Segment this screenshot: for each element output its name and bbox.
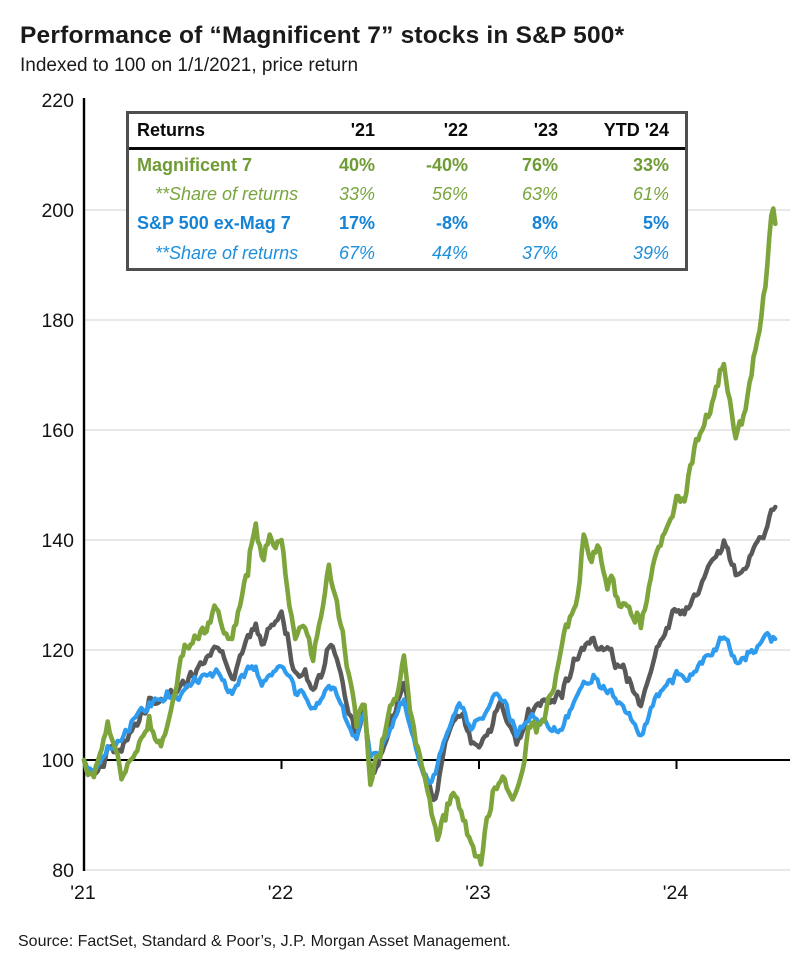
y-tick-label: 200 xyxy=(41,200,74,222)
row-label: Magnificent 7 xyxy=(137,154,253,175)
row-label: **Share of returns xyxy=(155,242,299,263)
x-tick-label: '23 xyxy=(465,882,490,904)
table-header-ytd24: YTD '24 xyxy=(574,114,685,151)
table-cell: 40% xyxy=(338,154,375,175)
table-row-magnificent-7: Magnificent 7 40% -40% 76% 33% xyxy=(129,149,685,180)
x-tick-label: '22 xyxy=(268,882,293,904)
table-cell: 5% xyxy=(642,213,669,234)
table-cell: 63% xyxy=(521,184,558,205)
table-cell: 67% xyxy=(338,242,375,263)
y-tick-label: 180 xyxy=(41,310,74,332)
table-cell: 39% xyxy=(632,242,669,263)
chart-title: Performance of “Magnificent 7” stocks in… xyxy=(20,22,625,49)
y-tick-label: 100 xyxy=(41,750,74,772)
returns-table: Returns '21 '22 '23 YTD '24 Magnificent … xyxy=(126,111,688,271)
table-cell: -40% xyxy=(425,154,468,175)
y-tick-label: 220 xyxy=(41,90,74,112)
y-tick-label: 160 xyxy=(41,420,74,442)
y-tick-label: 80 xyxy=(52,860,74,882)
row-label: S&P 500 ex-Mag 7 xyxy=(137,213,291,234)
table-cell: 33% xyxy=(338,184,375,205)
x-tick-label: '21 xyxy=(70,882,95,904)
row-label: **Share of returns xyxy=(155,184,299,205)
table-cell: -8% xyxy=(435,213,468,234)
table-row-mag7-share-of-returns: **Share of returns 33% 56% 63% 61% xyxy=(129,180,685,209)
y-tick-label: 120 xyxy=(41,640,74,662)
table-cell: 76% xyxy=(521,154,558,175)
table-header-21: '21 xyxy=(329,114,391,151)
table-cell: 33% xyxy=(632,154,669,175)
table-header-22: '22 xyxy=(391,114,484,151)
source-attribution: Source: FactSet, Standard & Poor’s, J.P.… xyxy=(18,933,511,950)
table-cell: 37% xyxy=(521,242,558,263)
table-cell: 44% xyxy=(431,242,468,263)
series-line-s-p-500 xyxy=(81,504,778,803)
x-tick-label: '24 xyxy=(663,882,689,904)
table-cell: 56% xyxy=(431,184,468,205)
table-header-row: Returns '21 '22 '23 YTD '24 xyxy=(129,114,685,151)
table-cell: 61% xyxy=(632,184,669,205)
chart-subtitle: Indexed to 100 on 1/1/2021, price return xyxy=(20,55,359,76)
returns-table-grid: Returns '21 '22 '23 YTD '24 Magnificent … xyxy=(129,114,685,268)
series-line-s-p-500-ex-mag-7 xyxy=(81,630,778,786)
series-line-magnificent-7 xyxy=(81,206,778,867)
y-tick-label: 140 xyxy=(41,530,74,552)
table-header-returns: Returns xyxy=(129,114,329,151)
table-row-exmag7-share-of-returns: **Share of returns 67% 44% 37% 39% xyxy=(129,239,685,268)
table-row-sp500-ex-mag7: S&P 500 ex-Mag 7 17% -8% 8% 5% xyxy=(129,209,685,238)
table-cell: 8% xyxy=(531,213,558,234)
table-header-23: '23 xyxy=(484,114,574,151)
table-cell: 17% xyxy=(338,213,375,234)
